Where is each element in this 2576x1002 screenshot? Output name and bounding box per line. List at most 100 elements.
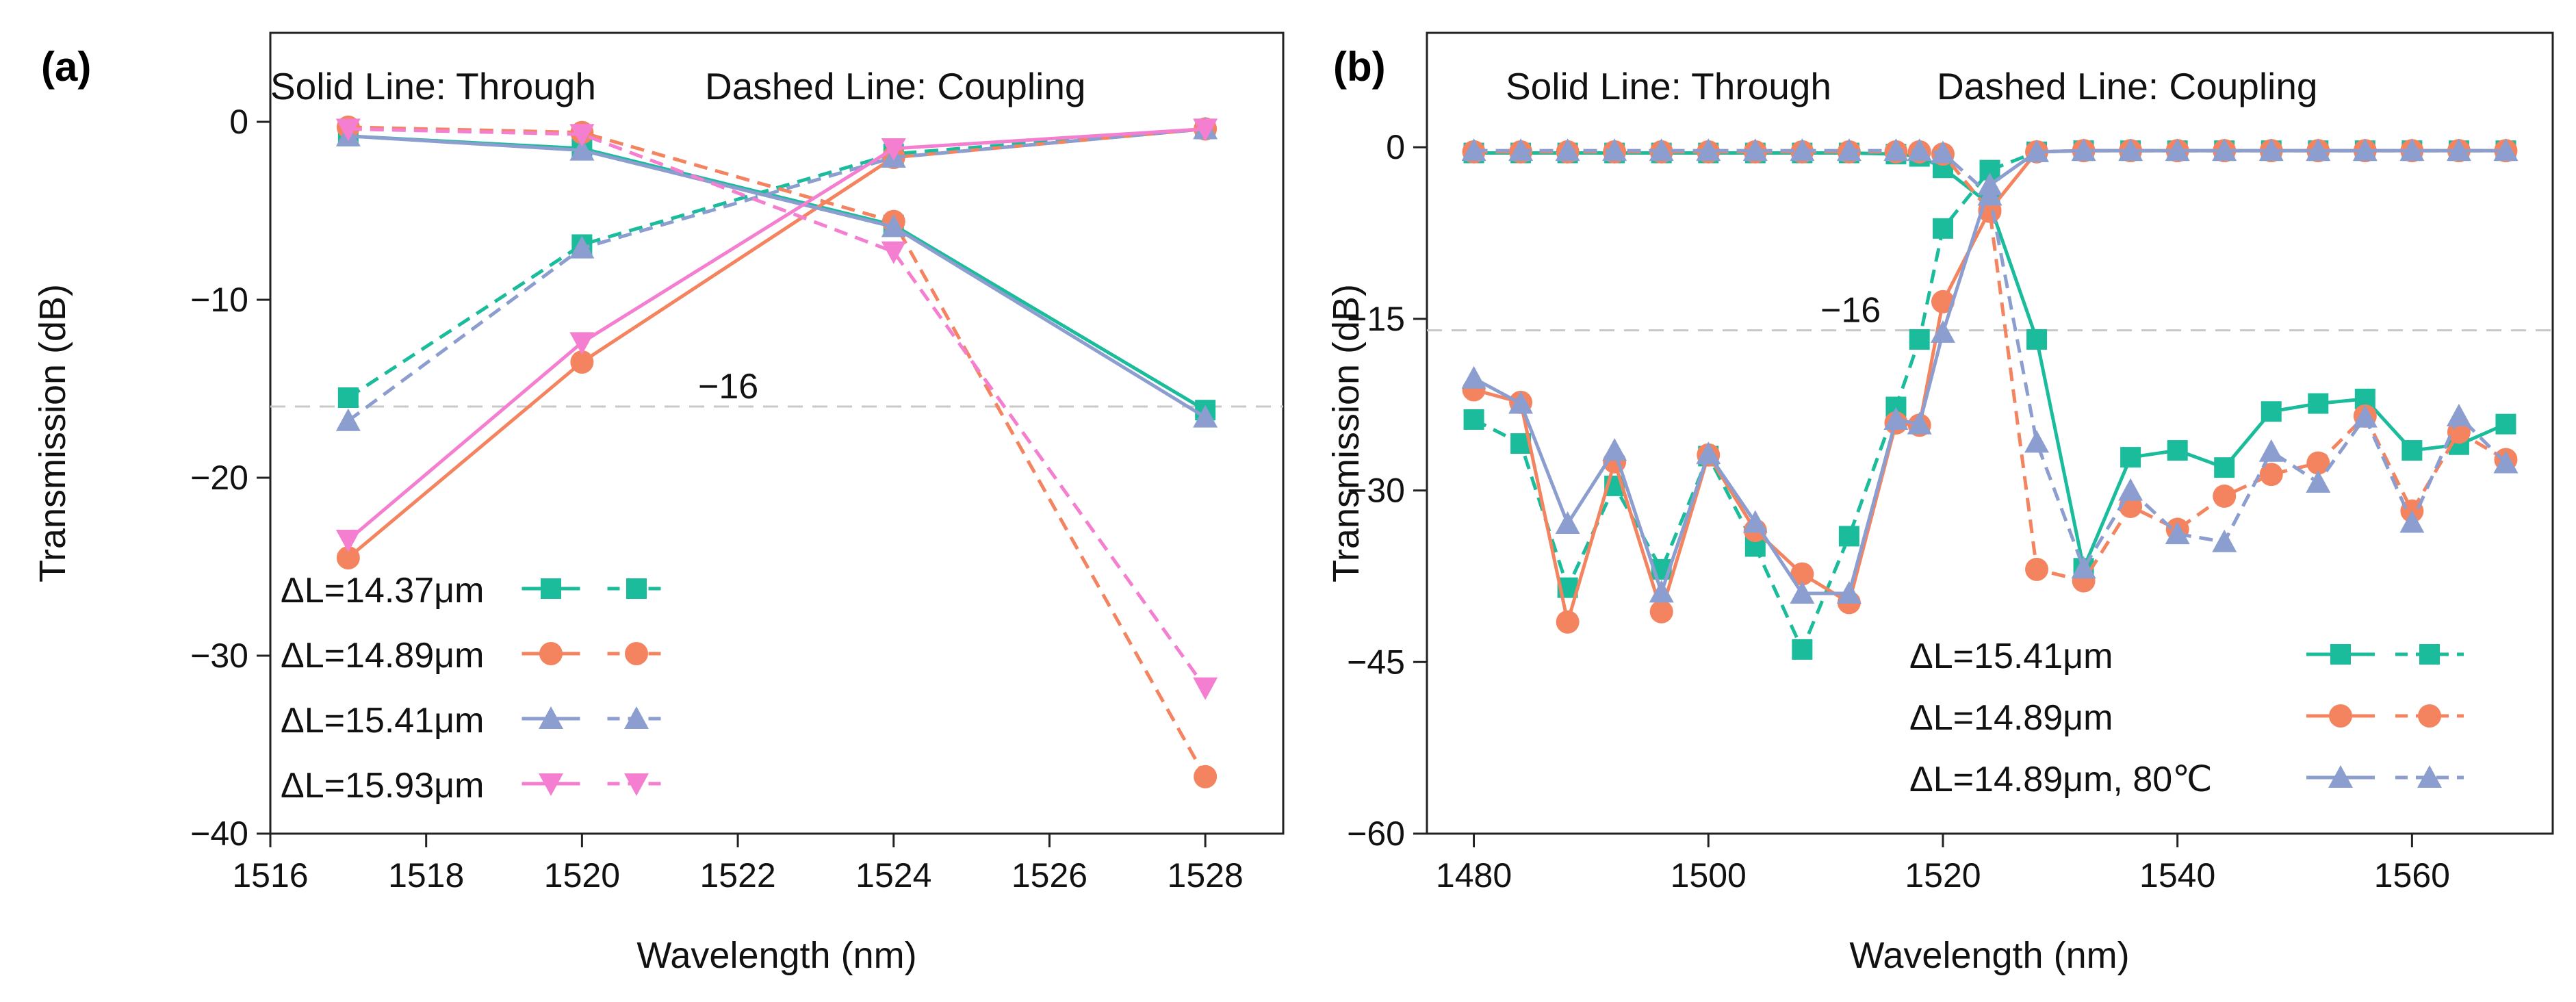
series-b-2-through-point-12 [1977,172,2002,196]
series-a-2-through-point-2 [881,214,906,237]
series-a-2-coupling-point-0 [335,408,361,431]
series-b-2-through-point-20 [2352,138,2378,162]
series-b-2-through-point-17 [2212,138,2237,162]
header-through-b: Solid Line: Through [1506,65,1831,107]
legend-a-3-dashed-marker [624,773,649,796]
series-a-3-coupling-point-1 [569,124,595,147]
series-a-3-coupling-point-3 [1193,677,1218,700]
y-axis-title-b: Transmission (dB) [1326,284,1367,582]
series-b-2-through-point-13 [2024,139,2050,162]
series-a-0-coupling-line [347,127,1206,400]
legend-a-0-dashed-marker [626,578,647,599]
series-b-2-coupling-point-3 [1602,138,1627,162]
series-a-2-through-line [348,134,1207,419]
legend-label-b-2: ΔL=14.89μm, 80℃ [1909,760,2213,799]
chart-panel-b: (b) Solid Line: Through Dashed Line: Cou… [1326,31,2554,976]
x-tick-label-b-1: 1500 [1671,856,1747,895]
series-b-1-through-point-7 [1790,562,1814,586]
x-tick-label-a-0: 1516 [232,856,308,895]
series-b-2-through-point-1 [1508,391,1534,414]
series-group-a [335,115,1218,788]
series-a-3-through-line [347,127,1206,541]
x-tick-label-a-5: 1526 [1012,856,1087,895]
series-b-2-through-point-6 [1742,510,1768,533]
series-b-0-through-point-18 [2261,401,2282,422]
series-b-2-coupling-point-23 [2493,450,2519,474]
series-a-1-coupling-point-3 [1194,765,1218,788]
series-b-2-coupling-point-4 [1649,138,1674,162]
legend-a-1-solid-marker [539,642,563,665]
series-b-2-through-point-18 [2258,138,2284,162]
y-tick-label-a-1: −10 [190,281,248,319]
chart-panel-a: (a) Solid Line: Through Dashed Line: Cou… [32,31,1285,976]
series-b-2-coupling-point-0 [1461,138,1486,162]
series-b-2-coupling-point-11 [1930,140,1955,164]
series-a-3-coupling-line [348,127,1207,689]
legend-a-2-dashed-marker [624,706,649,729]
series-b-2-coupling-point-14 [2071,556,2096,579]
series-b-2-through-point-16 [2165,138,2190,162]
legend-b-0-solid-marker [2330,644,2351,665]
series-a-3-coupling-point-0 [335,118,361,142]
legend-label-b-1: ΔL=14.89μm [1909,698,2113,738]
x-axis-title-b: Wavelength (nm) [1849,935,2129,976]
reference-label-a: −16 [698,367,758,407]
series-a-1-through-point-1 [570,350,594,374]
x-tick-label-b-2: 1520 [1905,856,1981,895]
series-b-2-through-line [1473,149,2506,598]
y-tick-label-b-0: 0 [1386,128,1405,166]
header-coupling-b: Dashed Line: Coupling [1937,65,2318,107]
series-b-0-coupling-point-10 [1909,329,1930,350]
series-b-2-through-point-4 [1649,580,1674,603]
legend-a: ΔL=14.37μm ΔL=14.89μm ΔL=15.41μm ΔL=15.9… [281,571,666,806]
x-axis-title-a: Wavelength (nm) [636,935,916,976]
series-b-2-through-point-0 [1461,365,1486,389]
y-tick-label-a-4: −40 [190,814,248,853]
legend-a-1-dashed-marker [625,642,648,665]
series-b-2-coupling-point-9 [1883,138,1909,162]
series-b-0-coupling-point-0 [1463,409,1484,430]
legend-label-a-1: ΔL=14.89μm [281,636,484,676]
series-a-1-through-line [347,127,1206,559]
series-b-1-coupling-point-19 [2306,451,2330,475]
series-b-1-through-point-2 [1556,610,1580,634]
panel-label-a: (a) [41,44,91,90]
series-b-0-through-point-23 [2495,413,2516,435]
series-b-0-through-point-19 [2308,393,2329,414]
series-b-1-coupling-point-17 [2213,484,2237,508]
legend-label-a-0: ΔL=14.37μm [281,571,484,611]
series-b-2-through-point-7 [1790,581,1815,604]
y-axis-title-a: Transmission (dB) [32,284,73,582]
legend-b: ΔL=15.41μm ΔL=14.89μm ΔL=14.89μm, 80℃ [1909,637,2464,799]
series-a-2-coupling-line [347,127,1206,422]
legend-label-a-3: ΔL=15.93μm [281,766,484,806]
series-a-3-coupling-point-2 [881,241,906,264]
series-b-2-coupling-point-8 [1836,138,1862,162]
x-tick-label-a-3: 1522 [699,856,775,895]
series-b-0-through-point-15 [2120,447,2141,468]
series-b-0-through-point-21 [2401,440,2423,461]
series-b-2-through-point-2 [1555,511,1580,535]
x-tick-label-a-4: 1524 [855,856,931,895]
series-b-2-through-point-15 [2118,138,2143,162]
series-b-1-coupling-point-18 [2259,463,2283,487]
series-b-2-coupling-line [1473,149,2508,572]
series-b-2-through-point-23 [2493,138,2519,162]
series-b-2-through-point-9 [1883,407,1909,430]
series-b-2-coupling-point-16 [2165,522,2190,545]
legend-b-1-solid-marker [2329,704,2352,728]
series-b-2-coupling-point-15 [2118,478,2143,501]
series-a-3-through-point-3 [1193,118,1218,142]
series-a-2-through-point-1 [569,138,595,161]
x-ticks-a: 1516 1518 1520 1522 1524 1526 1528 [232,834,1244,895]
series-b-2-through-point-3 [1602,438,1627,461]
series-b-2-coupling-point-20 [2352,404,2378,428]
series-b-2-coupling-point-18 [2258,439,2284,462]
series-b-2-coupling-point-1 [1508,138,1534,162]
header-coupling-a: Dashed Line: Coupling [705,65,1086,107]
x-tick-label-a-6: 1528 [1168,856,1244,895]
series-a-0-coupling-point-0 [337,387,359,408]
legend-b-2-dashed-marker [2417,765,2442,788]
plot-frame-b [1426,31,2554,835]
